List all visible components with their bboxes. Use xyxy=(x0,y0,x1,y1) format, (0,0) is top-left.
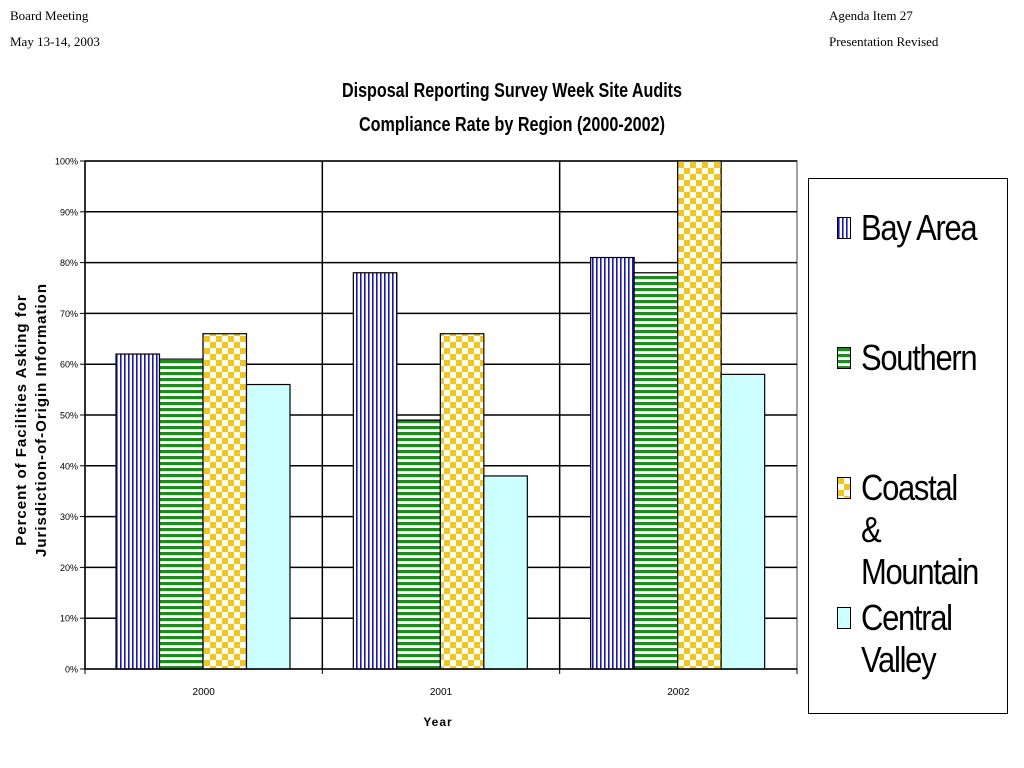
tick-labels: 0% 10% 20% 30% 40% 50% 60% 70% 80% 90% 100% 2000 200… xyxy=(55,157,690,699)
bar-southern-2000 xyxy=(158,358,204,670)
y-tick-label: 80% xyxy=(60,258,78,268)
legend-swatch-horizontal-stripes-icon xyxy=(837,347,851,369)
y-tick-label: 30% xyxy=(60,512,78,522)
bar-southern-2001 xyxy=(396,419,441,670)
bar-bay-area-2002 xyxy=(590,256,635,670)
y-axis-label-line2: Jurisdiction-of-Origin Information xyxy=(33,283,50,557)
y-tick-label: 40% xyxy=(60,461,78,471)
legend-label: Southern xyxy=(861,337,978,378)
bar-coastal-mountain-2001 xyxy=(439,333,485,670)
legend-swatch-checker-icon xyxy=(837,477,851,499)
chart-title: Disposal Reporting Survey Week Site Audi… xyxy=(342,80,682,102)
bar-bay-area-2001 xyxy=(352,272,398,670)
bar-central-valley-2000 xyxy=(245,383,291,670)
y-tick-label: 90% xyxy=(60,207,78,217)
legend-swatch-vertical-stripes-icon xyxy=(837,217,851,239)
legend-swatch-solid-icon xyxy=(837,607,851,629)
axes xyxy=(80,160,798,674)
y-tick-label: 50% xyxy=(60,411,78,421)
y-tick-label: 20% xyxy=(60,563,78,573)
y-axis-label-line1: Percent of Facilities Asking for xyxy=(13,294,30,546)
meeting-title: Board Meeting xyxy=(10,8,89,23)
legend-label: Coastal & Mountain xyxy=(861,467,979,592)
bar-coastal-mountain-2002 xyxy=(677,160,722,670)
chart-legend: Bay Area Southern Coastal & Mountain Cen… xyxy=(808,178,1008,714)
legend-label: Bay Area xyxy=(861,207,978,248)
chart-subtitle: Compliance Rate by Region (2000-2002) xyxy=(359,114,665,136)
bars xyxy=(115,160,766,670)
y-tick-label: 100% xyxy=(55,157,78,167)
x-tick-label: 2000 xyxy=(193,687,216,698)
bar-coastal-mountain-2000 xyxy=(202,333,248,670)
y-tick-label: 60% xyxy=(60,360,78,370)
x-axis-label: Year xyxy=(423,715,452,729)
x-tick-label: 2002 xyxy=(667,687,690,698)
meeting-date: May 13-14, 2003 xyxy=(10,34,100,49)
bar-central-valley-2001 xyxy=(483,475,528,670)
legend-label: Central Valley xyxy=(861,597,953,680)
y-tick-label: 10% xyxy=(60,614,78,624)
x-tick-label: 2001 xyxy=(430,687,453,698)
presentation-status: Presentation Revised xyxy=(829,34,939,49)
bar-southern-2002 xyxy=(633,272,679,670)
y-tick-label: 0% xyxy=(65,665,78,675)
bar-central-valley-2002 xyxy=(720,373,766,670)
bar-bay-area-2000 xyxy=(115,353,161,670)
y-tick-label: 70% xyxy=(60,309,78,319)
agenda-item: Agenda Item 27 xyxy=(829,8,913,23)
